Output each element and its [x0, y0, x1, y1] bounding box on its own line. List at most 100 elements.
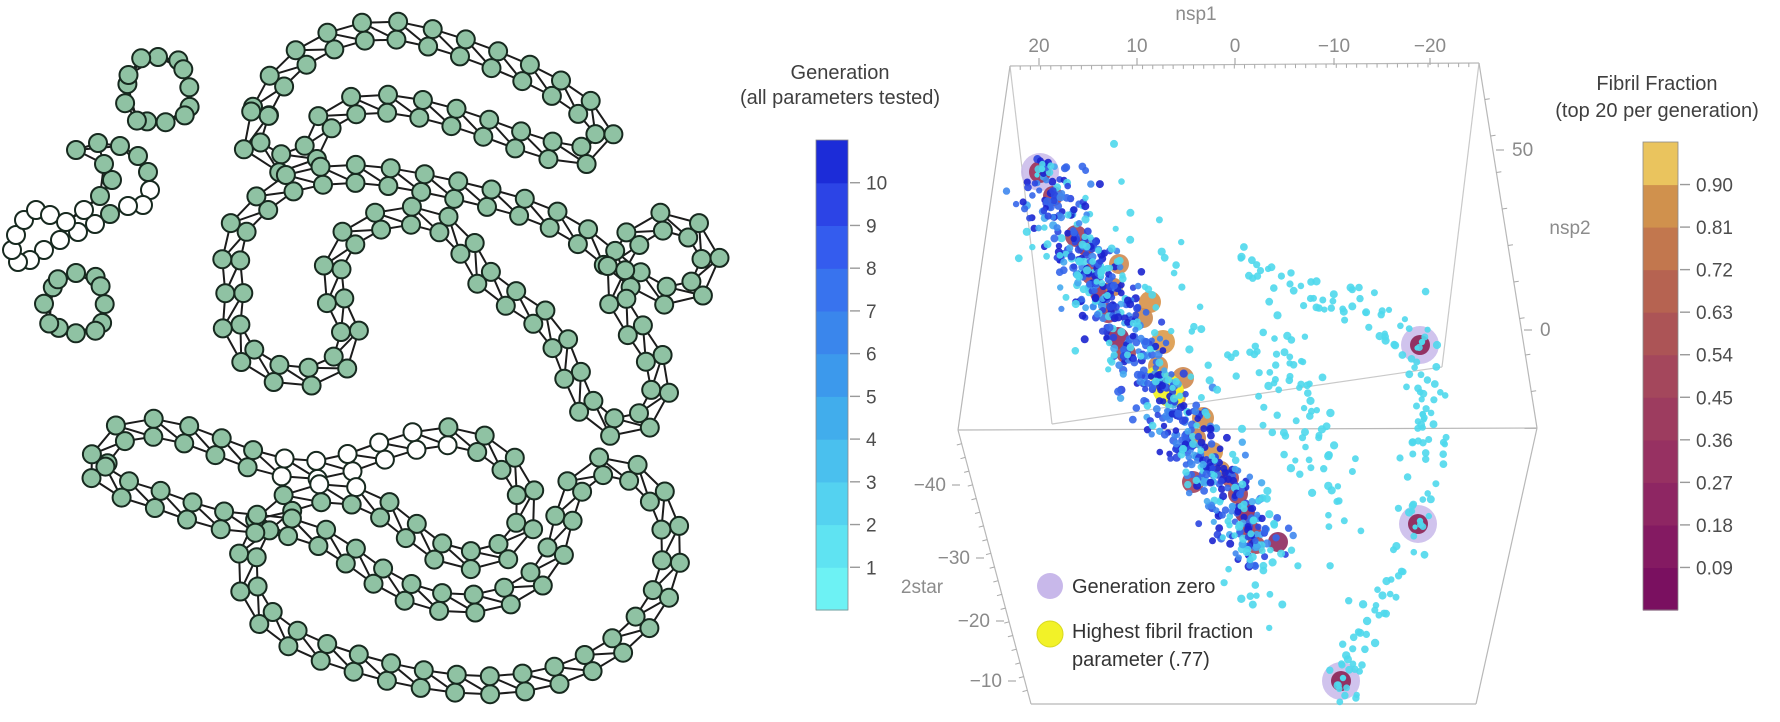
- network-node: [287, 620, 308, 641]
- scatter-dot: [1430, 396, 1438, 404]
- network-node: [544, 656, 565, 677]
- scatter-dot: [1224, 484, 1231, 492]
- network-node: [537, 537, 558, 558]
- scatter-dot: [1246, 562, 1254, 569]
- scatter-dot: [1253, 592, 1260, 599]
- axis-minor-tick: [963, 470, 970, 473]
- scatter-dot: [1273, 411, 1281, 419]
- scatter-dot: [1103, 334, 1110, 342]
- scatter-dot: [1187, 460, 1196, 469]
- scatter-dot: [1348, 286, 1356, 294]
- scatter-dot: [1252, 542, 1261, 551]
- network-node: [348, 320, 369, 341]
- scatter-dot: [1392, 593, 1400, 601]
- network-node: [446, 98, 467, 119]
- network-node: [432, 533, 453, 554]
- scatter-dot: [1083, 266, 1092, 275]
- network-node: [515, 681, 536, 702]
- scatter-dot: [1361, 645, 1369, 654]
- scatter-dot: [1064, 182, 1071, 190]
- scatter-dot: [1336, 685, 1343, 693]
- scatter-dot: [1116, 263, 1124, 271]
- scatter-dot: [1053, 224, 1061, 232]
- scatter-dot: [1285, 376, 1294, 385]
- scatter-dot: [1216, 445, 1224, 453]
- network-node: [539, 217, 560, 238]
- network-node: [211, 428, 232, 449]
- 2star-tick-label: −10: [970, 671, 1002, 692]
- network-node: [414, 164, 435, 185]
- generation-zero-speck: [1418, 338, 1426, 346]
- scatter-dot: [1056, 193, 1065, 202]
- network-node: [474, 425, 495, 446]
- network-node: [335, 553, 356, 574]
- scatter-dot: [1110, 139, 1118, 148]
- scatter-dot: [1126, 300, 1135, 309]
- legend-generation-zero-swatch: [1037, 573, 1063, 599]
- scatter-dot: [1308, 488, 1317, 497]
- network-node: [346, 477, 367, 498]
- scatter-dot: [1133, 304, 1142, 313]
- scatter-dot: [1409, 450, 1417, 458]
- scatter-dot: [1110, 344, 1119, 353]
- scatter-dot: [1297, 282, 1305, 290]
- scatter-dot: [1129, 332, 1137, 340]
- network-node: [345, 538, 366, 559]
- scatter-dot: [1260, 403, 1268, 411]
- network-node: [479, 109, 500, 130]
- network-node: [558, 329, 579, 350]
- box-edge-FTR-FBR: [1475, 427, 1538, 705]
- scatter-dot: [1139, 366, 1148, 375]
- network-node: [446, 664, 467, 685]
- scatter-dot: [1115, 361, 1123, 370]
- scatter-dot: [1424, 490, 1431, 497]
- scatter-dot: [1370, 638, 1380, 648]
- network-node: [298, 357, 319, 378]
- network-node: [401, 196, 422, 217]
- plot3d-axis-ticks: 20 10 0 −10 −20 50 0 −40 −30 −20 −10: [914, 36, 1551, 693]
- network-node: [709, 247, 730, 268]
- scatter-dot: [1343, 684, 1350, 692]
- network-node: [233, 283, 254, 304]
- scatter-dot: [1358, 600, 1368, 609]
- scatter-dot: [1252, 537, 1259, 545]
- network-node: [429, 600, 450, 621]
- scatter-dot: [1296, 470, 1304, 478]
- axis-minor-tick: [1519, 317, 1525, 319]
- scatter-dot: [1254, 511, 1261, 518]
- network-node: [348, 644, 369, 665]
- scatter-dot: [1019, 198, 1027, 206]
- network-node: [377, 102, 398, 123]
- network-node: [654, 294, 675, 315]
- scatter-dot: [1205, 376, 1214, 385]
- scatter-dot: [1179, 369, 1188, 378]
- scatter-dot: [1055, 242, 1063, 250]
- scatter-dot: [1315, 304, 1323, 312]
- generation-segment: [816, 268, 848, 312]
- generation-colorbar-title-line1: Generation: [791, 62, 890, 84]
- scatter-dot: [1097, 269, 1105, 277]
- scatter-dot: [1098, 327, 1107, 335]
- network-node: [571, 136, 592, 157]
- network-node: [341, 494, 362, 515]
- generation-segment: [816, 182, 848, 226]
- scatter-dot: [1210, 518, 1217, 526]
- fibril-fraction-tick-label: 0.81: [1696, 218, 1733, 239]
- scatter-dot: [1226, 522, 1233, 529]
- scatter-dot: [1197, 394, 1205, 401]
- network-node: [316, 519, 337, 540]
- network-node: [506, 485, 527, 505]
- fibril-fraction-tick-label: 0.45: [1696, 388, 1733, 409]
- scatter-dot: [1378, 591, 1387, 600]
- network-node: [111, 487, 132, 508]
- scatter-dot: [1349, 660, 1357, 668]
- scatter-dot: [1207, 431, 1215, 440]
- scatter-dot: [1029, 192, 1036, 199]
- network-node: [639, 417, 660, 438]
- scatter-dot: [1156, 448, 1164, 456]
- scatter-dot: [1105, 366, 1112, 373]
- scatter-dot: [1381, 330, 1388, 337]
- scatter-dot: [1126, 208, 1135, 217]
- network-node: [465, 602, 486, 623]
- scatter-dot: [1112, 303, 1120, 311]
